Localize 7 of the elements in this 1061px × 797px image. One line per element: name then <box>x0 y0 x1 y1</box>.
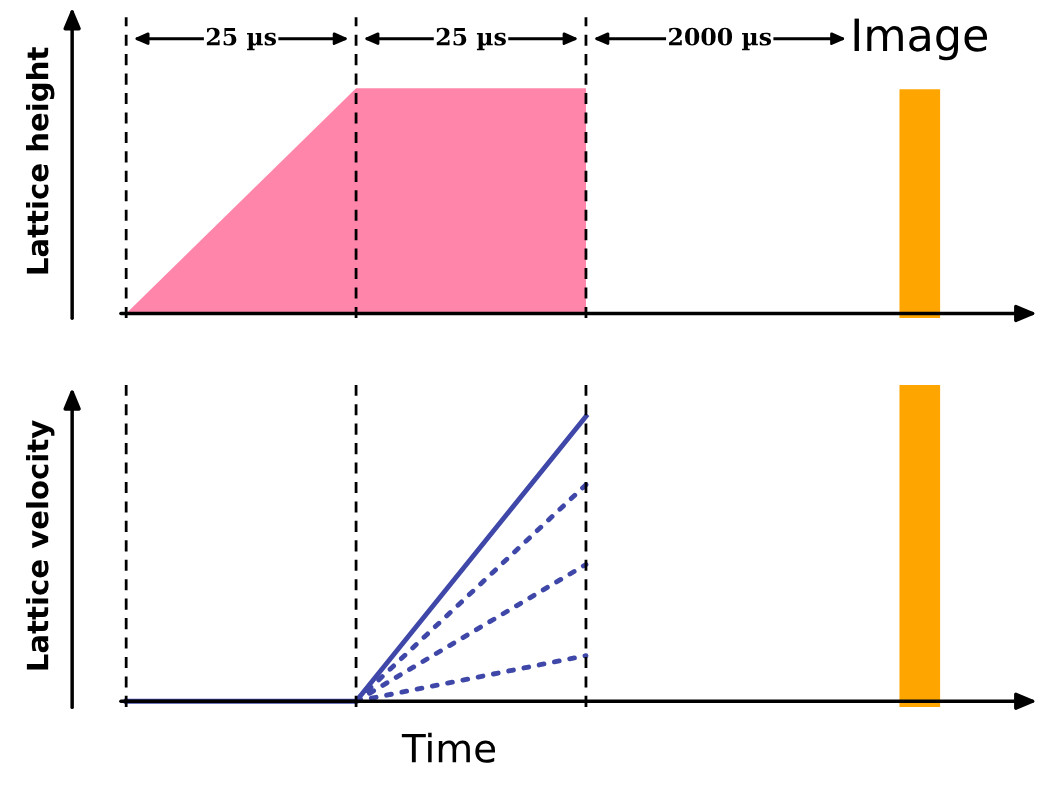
text: Image <box>854 18 988 61</box>
y-axis-title: Lattice height <box>25 47 55 274</box>
text: 2000 µs <box>669 27 772 51</box>
x-axis-title: Time <box>401 732 496 763</box>
y-axis-title: Lattice velocity <box>25 420 55 670</box>
text: 25 µs <box>436 27 506 51</box>
text: 25 µs <box>206 27 276 51</box>
